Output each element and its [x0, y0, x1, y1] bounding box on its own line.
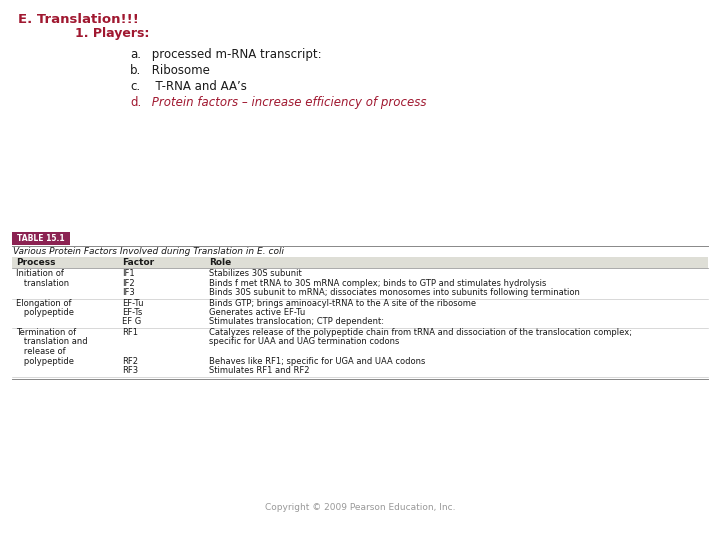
Text: Factor: Factor [122, 258, 154, 267]
Text: Binds GTP; brings aminoacyl-tRNA to the A site of the ribosome: Binds GTP; brings aminoacyl-tRNA to the … [209, 299, 476, 307]
Text: polypeptide: polypeptide [16, 308, 74, 317]
Text: RF2: RF2 [122, 356, 138, 366]
Text: Behaves like RF1; specific for UGA and UAA codons: Behaves like RF1; specific for UGA and U… [209, 356, 426, 366]
Text: Ribosome: Ribosome [148, 64, 210, 77]
FancyBboxPatch shape [12, 232, 70, 245]
Text: Various Protein Factors Involved during Translation in E. coli: Various Protein Factors Involved during … [13, 247, 284, 256]
Text: Catalyzes release of the polypeptide chain from tRNA and dissociation of the tra: Catalyzes release of the polypeptide cha… [209, 328, 632, 337]
Text: Copyright © 2009 Pearson Education, Inc.: Copyright © 2009 Pearson Education, Inc. [265, 503, 455, 512]
Text: Role: Role [209, 258, 231, 267]
Text: IF1: IF1 [122, 269, 135, 278]
Text: translation and: translation and [16, 338, 88, 347]
Text: EF-Ts: EF-Ts [122, 308, 143, 317]
Text: Binds 30S subunit to mRNA; dissociates monosomes into subunits following termina: Binds 30S subunit to mRNA; dissociates m… [209, 288, 580, 297]
Text: E. Translation!!!: E. Translation!!! [18, 13, 139, 26]
Text: IF2: IF2 [122, 279, 135, 287]
Text: TABLE 15.1: TABLE 15.1 [17, 234, 65, 243]
Text: release of: release of [16, 347, 66, 356]
Text: specific for UAA and UAG termination codons: specific for UAA and UAG termination cod… [209, 338, 400, 347]
Text: Stimulates translocation; CTP dependent:: Stimulates translocation; CTP dependent: [209, 318, 384, 327]
Text: T-RNA and AA’s: T-RNA and AA’s [148, 80, 247, 93]
Text: RF3: RF3 [122, 366, 138, 375]
Text: translation: translation [16, 279, 69, 287]
Text: Stimulates RF1 and RF2: Stimulates RF1 and RF2 [209, 366, 310, 375]
Text: a.: a. [130, 48, 141, 61]
Text: RF1: RF1 [122, 328, 138, 337]
Text: Generates active EF-Tu: Generates active EF-Tu [209, 308, 305, 317]
Text: Process: Process [16, 258, 55, 267]
Text: c.: c. [130, 80, 140, 93]
Text: Initiation of: Initiation of [16, 269, 64, 278]
Text: Binds f met tRNA to 30S mRNA complex; binds to GTP and stimulates hydrolysis: Binds f met tRNA to 30S mRNA complex; bi… [209, 279, 546, 287]
Text: processed m-RNA transcript:: processed m-RNA transcript: [148, 48, 322, 61]
Text: EF-Tu: EF-Tu [122, 299, 143, 307]
Text: b.: b. [130, 64, 141, 77]
Text: Protein factors – increase efficiency of process: Protein factors – increase efficiency of… [148, 96, 426, 109]
Text: Elongation of: Elongation of [16, 299, 71, 307]
Text: Termination of: Termination of [16, 328, 76, 337]
Text: EF G: EF G [122, 318, 141, 327]
Text: Stabilizes 30S subunit: Stabilizes 30S subunit [209, 269, 302, 278]
FancyBboxPatch shape [12, 257, 708, 268]
Text: IF3: IF3 [122, 288, 135, 297]
Text: 1. Players:: 1. Players: [75, 27, 149, 40]
Text: polypeptide: polypeptide [16, 356, 74, 366]
Text: d.: d. [130, 96, 141, 109]
